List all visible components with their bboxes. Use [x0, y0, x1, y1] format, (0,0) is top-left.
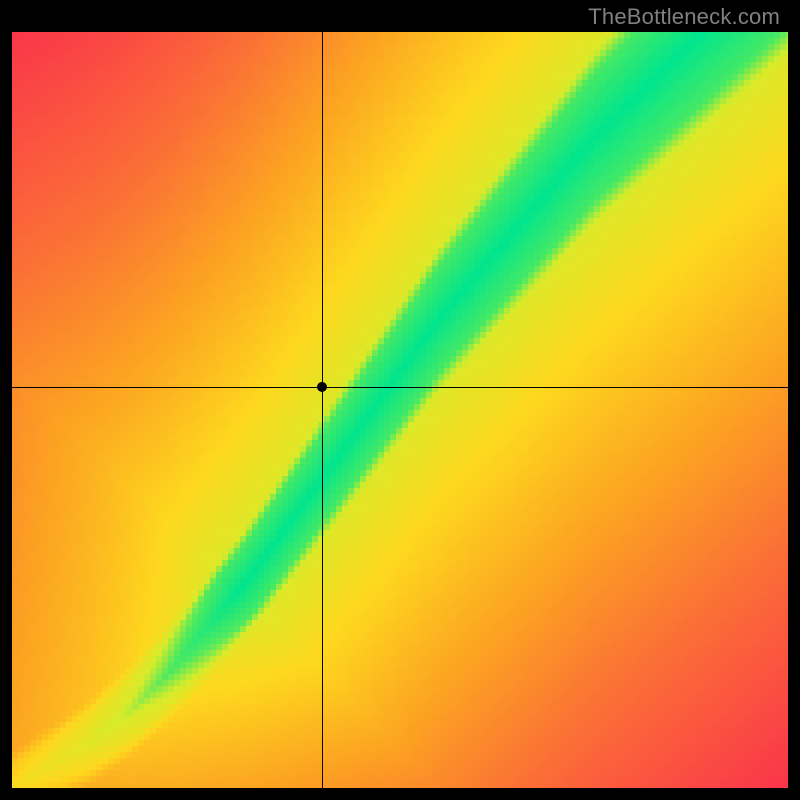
- heatmap-canvas: [12, 32, 788, 788]
- chart-container: TheBottleneck.com: [0, 0, 800, 800]
- watermark-text: TheBottleneck.com: [588, 4, 780, 30]
- heatmap-plot: [12, 32, 788, 788]
